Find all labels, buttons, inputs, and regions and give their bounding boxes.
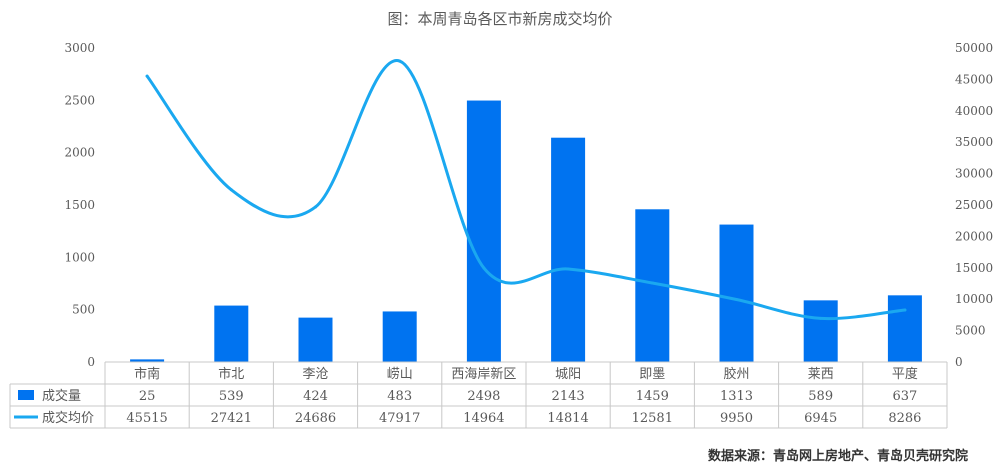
line-point-城阳 bbox=[566, 267, 570, 271]
price-value-城阳: 14814 bbox=[547, 411, 588, 426]
bar-李沧 bbox=[298, 317, 333, 362]
category-label-市南: 市南 bbox=[134, 366, 160, 382]
y-right-tick-label: 15000 bbox=[955, 261, 993, 275]
y-left-tick-label: 1500 bbox=[64, 198, 95, 212]
price-value-市南: 45515 bbox=[126, 411, 167, 426]
category-label-崂山: 崂山 bbox=[387, 367, 413, 382]
bar-市南 bbox=[130, 359, 165, 362]
line-point-胶州 bbox=[735, 298, 738, 302]
avg-price-line bbox=[145, 59, 907, 321]
y-left-tick-label: 2000 bbox=[64, 146, 95, 160]
category-label-城阳: 城阳 bbox=[555, 367, 581, 382]
category-label-即墨: 即墨 bbox=[639, 367, 665, 382]
y-right-tick-label: 30000 bbox=[955, 167, 993, 181]
y-right-tick-label: 40000 bbox=[955, 104, 993, 118]
bar-莱西 bbox=[803, 300, 838, 362]
chart-title: 图：本周青岛各区市新房成交均价 bbox=[387, 10, 613, 28]
bar-市北 bbox=[214, 305, 249, 362]
price-value-平度: 8286 bbox=[888, 411, 921, 426]
y-right-tick-label: 10000 bbox=[955, 292, 993, 306]
y-right-tick-label: 50000 bbox=[955, 41, 993, 55]
bar-崂山 bbox=[382, 311, 417, 362]
category-label-西海岸新区: 西海岸新区 bbox=[451, 366, 516, 382]
y-right-tick-label: 0 bbox=[955, 355, 963, 369]
line-point-即墨 bbox=[650, 281, 654, 285]
category-label-李沧: 李沧 bbox=[302, 366, 328, 382]
y-left-tick-label: 2500 bbox=[64, 93, 95, 107]
category-label-平度: 平度 bbox=[892, 366, 918, 382]
volume-value-胶州: 1313 bbox=[720, 389, 753, 404]
y-right-tick-label: 5000 bbox=[955, 324, 986, 338]
line-point-崂山 bbox=[398, 59, 402, 63]
category-label-胶州: 胶州 bbox=[723, 366, 749, 382]
volume-value-市南: 25 bbox=[139, 389, 156, 404]
y-left-tick-label: 1000 bbox=[64, 250, 95, 264]
y-right-tick-label: 20000 bbox=[955, 229, 993, 243]
line-point-莱西 bbox=[819, 316, 823, 320]
category-label-莱西: 莱西 bbox=[808, 367, 834, 382]
bar-胶州 bbox=[719, 224, 754, 362]
bar-西海岸新区 bbox=[466, 100, 501, 362]
y-left-tick-label: 0 bbox=[87, 355, 95, 369]
line-point-市南 bbox=[145, 74, 149, 78]
price-value-莱西: 6945 bbox=[804, 411, 837, 426]
volume-value-崂山: 483 bbox=[387, 389, 412, 404]
price-value-市北: 27421 bbox=[211, 411, 252, 426]
volume-value-莱西: 589 bbox=[808, 389, 833, 404]
price-value-胶州: 9950 bbox=[720, 411, 753, 426]
bar-城阳 bbox=[551, 137, 586, 362]
line-point-平度 bbox=[903, 308, 907, 312]
y-right-tick-label: 45000 bbox=[955, 72, 993, 86]
line-point-市北 bbox=[229, 188, 233, 192]
y-right-tick-label: 25000 bbox=[955, 198, 993, 212]
volume-value-市北: 539 bbox=[219, 389, 244, 404]
category-label-市北: 市北 bbox=[218, 366, 244, 382]
line-point-西海岸新区 bbox=[482, 266, 486, 270]
volume-value-李沧: 424 bbox=[303, 389, 328, 404]
legend-line-label: 成交均价 bbox=[42, 410, 94, 426]
legend-bar-label: 成交量 bbox=[42, 388, 81, 404]
line-point-李沧 bbox=[314, 205, 317, 209]
y-left-tick-label: 500 bbox=[72, 303, 95, 317]
price-value-李沧: 24686 bbox=[295, 411, 336, 426]
y-right-tick-label: 35000 bbox=[955, 135, 993, 149]
volume-value-城阳: 2143 bbox=[552, 389, 585, 404]
bar-平度 bbox=[887, 295, 922, 362]
volume-value-西海岸新区: 2498 bbox=[467, 389, 500, 404]
legend-bar-swatch bbox=[18, 390, 34, 400]
price-value-西海岸新区: 14964 bbox=[463, 411, 504, 426]
data-source-note: 数据来源：青岛网上房地产、青岛贝壳研究院 bbox=[707, 449, 968, 464]
volume-value-即墨: 1459 bbox=[636, 389, 669, 404]
price-value-崂山: 47917 bbox=[379, 411, 420, 426]
volume-value-平度: 637 bbox=[892, 389, 917, 404]
price-value-即墨: 12581 bbox=[632, 411, 673, 426]
y-left-tick-label: 3000 bbox=[64, 41, 95, 55]
